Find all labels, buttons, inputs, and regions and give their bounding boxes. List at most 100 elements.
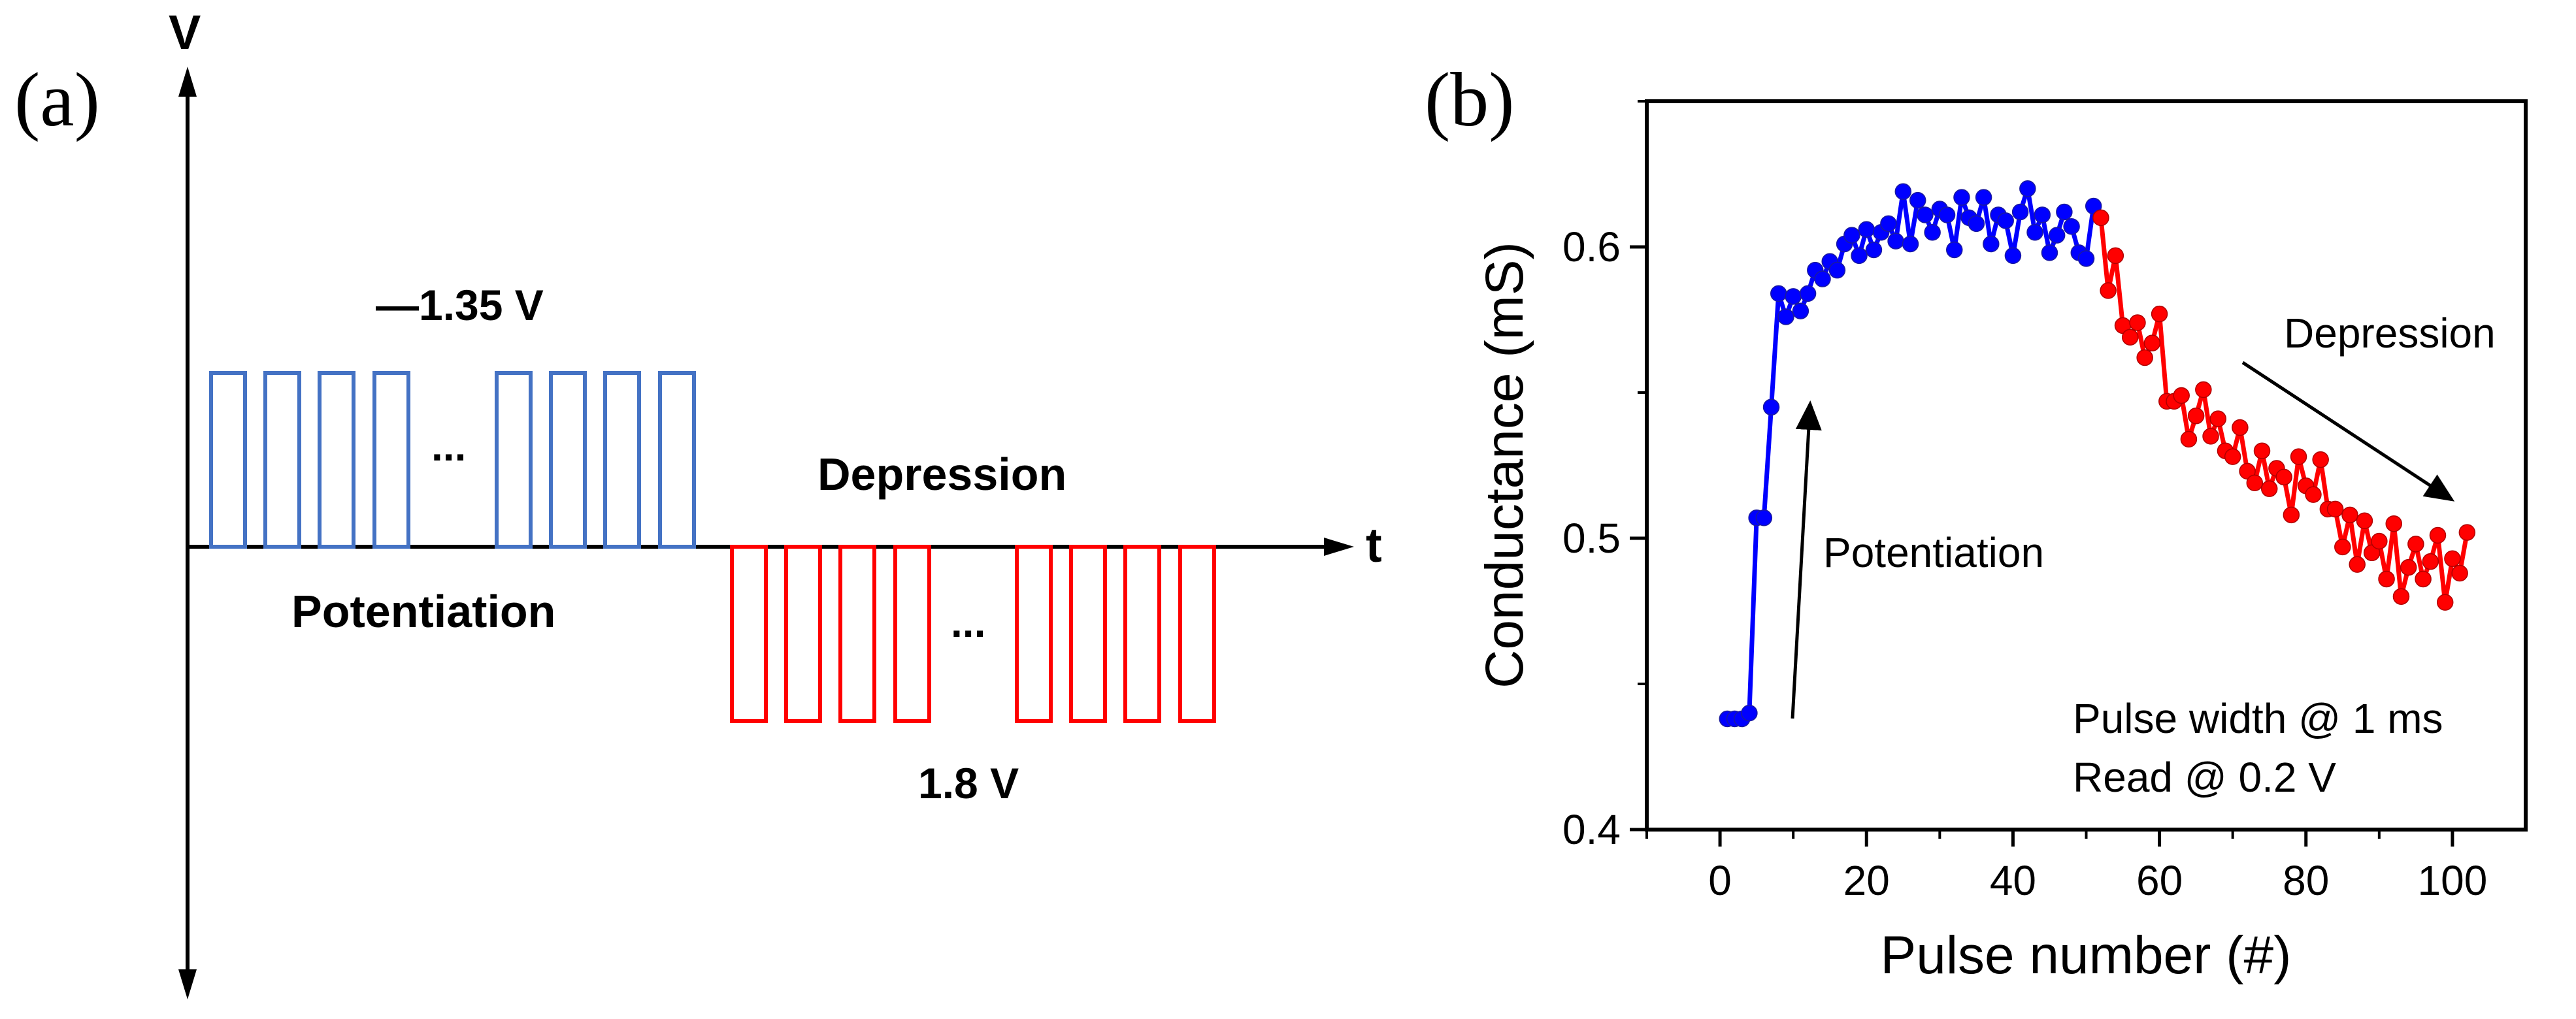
panel-a-voltage-axis-arrow-up bbox=[178, 67, 197, 97]
potentiation-data-point bbox=[2034, 206, 2051, 223]
potentiation-line-segment bbox=[1952, 195, 1964, 252]
potentiation-data-point bbox=[1858, 221, 1875, 238]
potentiation-data-point bbox=[1975, 189, 1992, 206]
potentiation-data-point bbox=[1770, 285, 1787, 302]
depression-data-point bbox=[2173, 387, 2190, 404]
depression-data-point bbox=[2415, 570, 2432, 588]
depression-ellipsis: ... bbox=[951, 599, 985, 646]
potentiation-line-segment bbox=[2084, 204, 2096, 261]
depression-data-point bbox=[2349, 556, 2366, 573]
potentiation-data-point bbox=[1909, 191, 1926, 209]
depression-pulses bbox=[730, 545, 1216, 723]
potentiation-data-point bbox=[2077, 250, 2095, 267]
pulse-width-annotation: Pulse width @ 1 ms bbox=[2073, 695, 2443, 742]
depression-data-point bbox=[2122, 329, 2139, 346]
depression-data-point bbox=[2326, 500, 2344, 518]
x-axis-ticks: 0 20 40 60 80 100 bbox=[1645, 830, 2487, 904]
y-tick-label: 0.6 bbox=[1562, 223, 1621, 270]
depression-data-point bbox=[2356, 512, 2373, 529]
panel-b: (b) 0 20 40 60 80 100 0.4 0.5 0.6 Pulse number … bbox=[1425, 57, 2528, 985]
x-axis-title: Pulse number (#) bbox=[1881, 926, 2292, 985]
depression-data-point bbox=[2136, 349, 2153, 366]
panel-a-y-axis-label: V bbox=[169, 5, 201, 59]
potentiation-data-point bbox=[1953, 189, 1970, 206]
depression-pulse bbox=[838, 545, 876, 723]
potentiation-pulse bbox=[318, 371, 355, 549]
potentiation-data-point bbox=[2004, 247, 2022, 265]
potentiation-data-point bbox=[1880, 215, 1897, 233]
depression-data-point bbox=[2129, 314, 2146, 331]
potentiation-data-point bbox=[1792, 302, 1809, 319]
depression-data-point bbox=[2107, 247, 2124, 265]
x-tick-label: 60 bbox=[2136, 857, 2183, 904]
depression-data-point bbox=[2195, 381, 2212, 398]
depression-data-point bbox=[2275, 468, 2292, 486]
potentiation-data-point bbox=[1785, 288, 1802, 305]
depression-data-point bbox=[2092, 209, 2109, 227]
depression-data-point bbox=[2458, 524, 2476, 541]
potentiation-voltage-label: —1.35 V bbox=[376, 281, 544, 329]
depression-data-point bbox=[2209, 410, 2226, 427]
potentiation-data-point bbox=[1741, 704, 1758, 722]
potentiation-pulse bbox=[263, 371, 301, 549]
potentiation-data-point bbox=[2056, 203, 2073, 221]
depression-data-point bbox=[2246, 474, 2264, 492]
depression-phase-label: Depression bbox=[817, 449, 1066, 500]
read-voltage-annotation: Read @ 0.2 V bbox=[2073, 754, 2336, 801]
panel-a-voltage-axis-arrow-down bbox=[178, 969, 197, 999]
potentiation-pulse bbox=[372, 371, 410, 549]
potentiation-phase-label: Potentiation bbox=[291, 586, 555, 637]
potentiation-data-point bbox=[1894, 183, 1912, 201]
depression-data-point bbox=[2187, 407, 2205, 425]
potentiation-line-segment bbox=[1893, 189, 1906, 244]
depression-data-point bbox=[2392, 588, 2410, 605]
potentiation-data-point bbox=[1762, 398, 1780, 416]
potentiation-data-point bbox=[1997, 212, 2014, 229]
depression-pulse bbox=[1178, 545, 1216, 723]
depression-data-point bbox=[2143, 334, 2161, 351]
depression-data-point bbox=[2312, 451, 2329, 468]
depression-line-segment bbox=[2288, 454, 2302, 517]
depression-annotation: Depression bbox=[2284, 310, 2496, 357]
x-tick-label: 80 bbox=[2283, 857, 2329, 904]
potentiation-annotation: Potentiation bbox=[1823, 529, 2044, 576]
depression-line-segment bbox=[2157, 312, 2170, 404]
potentiation-pulse bbox=[603, 371, 641, 549]
potentiation-data-point bbox=[2063, 218, 2080, 235]
potentiation-line-segment bbox=[1747, 515, 1759, 716]
depression-data-point bbox=[2151, 305, 2168, 323]
depression-data-point bbox=[2385, 515, 2402, 532]
depression-data-point bbox=[2290, 448, 2307, 465]
potentiation-data-point bbox=[2048, 227, 2066, 244]
depression-data-point bbox=[2260, 480, 2278, 497]
y-axis-ticks: 0.4 0.5 0.6 bbox=[1562, 100, 1647, 853]
potentiation-pulse bbox=[209, 371, 247, 549]
depression-data-point bbox=[2180, 430, 2198, 448]
panel-b-label: (b) bbox=[1425, 57, 1515, 142]
potentiation-pulse bbox=[495, 371, 533, 549]
depression-data-point bbox=[2202, 428, 2219, 445]
depression-data-point bbox=[2100, 282, 2117, 299]
depression-voltage-label: 1.8 V bbox=[918, 759, 1019, 807]
potentiation-data-point bbox=[1938, 206, 1956, 223]
potentiation-data-point bbox=[1851, 247, 1868, 265]
depression-pulse bbox=[1015, 545, 1053, 723]
depression-data-point bbox=[2422, 553, 2439, 570]
x-tick-label: 20 bbox=[1843, 857, 1890, 904]
potentiation-data-point bbox=[1799, 285, 1817, 302]
depression-data-point bbox=[2232, 419, 2249, 436]
depression-pulse bbox=[1069, 545, 1107, 723]
x-tick-label: 40 bbox=[1990, 857, 2036, 904]
potentiation-data-point bbox=[2011, 203, 2029, 221]
depression-trend-arrow bbox=[2241, 361, 2455, 502]
potentiation-pulses bbox=[209, 371, 696, 549]
depression-data-point bbox=[2305, 486, 2322, 503]
potentiation-line-segment bbox=[1900, 189, 1913, 247]
depression-data-point bbox=[2253, 442, 2271, 459]
potentiation-line-segment bbox=[1769, 291, 1781, 410]
potentiation-data-point bbox=[1983, 235, 2000, 253]
potentiation-data-point bbox=[1887, 233, 1904, 250]
depression-data-point bbox=[2371, 532, 2388, 550]
depression-data-point bbox=[2400, 558, 2417, 576]
